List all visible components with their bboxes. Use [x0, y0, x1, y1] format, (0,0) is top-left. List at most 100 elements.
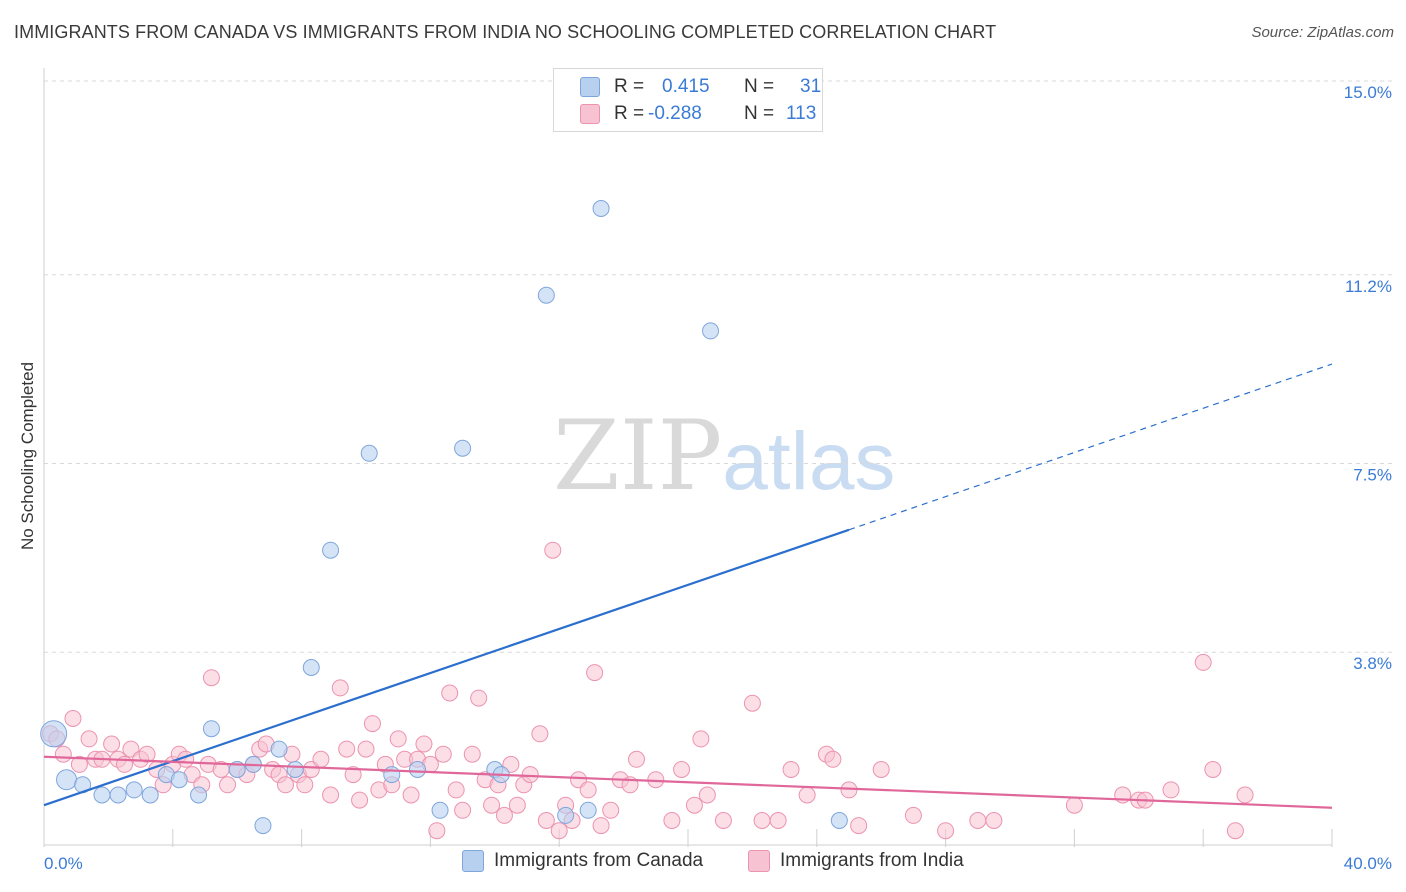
- watermark-zip: ZIP: [553, 400, 723, 512]
- india-trend-line: [43, 755, 1333, 809]
- canada-point: [56, 769, 78, 791]
- legend-r-value: -0.288: [648, 103, 702, 124]
- india-point: [495, 806, 513, 824]
- india-point: [969, 812, 987, 829]
- chart-title: IMMIGRANTS FROM CANADA VS IMMIGRANTS FRO…: [14, 22, 997, 42]
- canada-point: [830, 812, 848, 829]
- india-point: [850, 817, 868, 835]
- canada-point: [286, 761, 304, 778]
- india-point: [463, 745, 481, 763]
- india-point: [753, 812, 771, 829]
- correlation-legend: R = 0.415 N = 31 R = -0.288 N = 113: [553, 68, 823, 132]
- india-point: [64, 710, 82, 727]
- india-point: [1162, 781, 1180, 799]
- bottom-legend-canada-label: Immigrants from Canada: [494, 850, 704, 871]
- india-point: [579, 781, 597, 799]
- canada-point: [592, 200, 610, 217]
- india-point: [782, 761, 800, 778]
- canada-trend-extension: [848, 363, 1333, 531]
- india-swatch: [748, 850, 770, 872]
- canada-point: [170, 771, 188, 789]
- india-point: [769, 812, 787, 829]
- legend-r-label: R =: [614, 76, 645, 97]
- bottom-legend-india: Immigrants from India: [748, 850, 964, 872]
- india-point: [312, 750, 330, 768]
- india-point: [389, 730, 407, 748]
- india-point: [351, 791, 369, 809]
- india-point: [483, 796, 501, 814]
- india-point: [531, 725, 549, 743]
- bottom-legend-canada: Immigrants from Canada: [462, 850, 703, 872]
- india-point: [872, 761, 890, 778]
- india-point: [415, 735, 433, 753]
- india-point: [685, 796, 703, 814]
- india-point: [698, 786, 716, 804]
- canada-point: [40, 720, 68, 748]
- india-point: [470, 689, 488, 707]
- india-point: [743, 694, 761, 712]
- india-point: [537, 812, 555, 829]
- legend-row-canada: R = 0.415 N = 31: [580, 74, 821, 100]
- india-point: [824, 750, 842, 768]
- canada-point: [190, 786, 208, 804]
- canada-point: [409, 761, 427, 778]
- india-point: [70, 755, 88, 773]
- canada-point: [431, 801, 449, 819]
- india-point: [586, 664, 604, 682]
- legend-n-value: 113: [786, 103, 817, 124]
- legend-n-label: N =: [744, 76, 775, 97]
- canada-point: [302, 659, 320, 676]
- india-point: [550, 822, 568, 840]
- canada-point: [202, 720, 220, 738]
- canada-trend-line: [43, 528, 850, 807]
- canada-point: [702, 322, 720, 340]
- india-point: [692, 730, 710, 748]
- x-tick-label: 40.0%: [1344, 854, 1392, 873]
- india-point: [447, 781, 465, 799]
- canada-point: [270, 740, 288, 758]
- india-point: [798, 786, 816, 804]
- legend-n-value: 31: [800, 76, 822, 97]
- india-point: [454, 801, 472, 819]
- india-point: [544, 541, 562, 559]
- canada-point: [557, 806, 575, 824]
- canada-point: [579, 801, 597, 819]
- india-point: [296, 776, 314, 794]
- y-tick-label: 15.0%: [1344, 83, 1392, 102]
- india-point: [627, 750, 645, 768]
- legend-r-label: R =: [614, 103, 645, 124]
- india-point: [338, 740, 356, 758]
- india-point: [985, 812, 1003, 829]
- canada-point: [109, 786, 127, 804]
- india-point: [428, 822, 446, 840]
- bottom-legend-india-label: Immigrants from India: [780, 850, 964, 871]
- india-point: [441, 684, 459, 702]
- legend-row-india: R = -0.288 N = 113: [580, 101, 816, 127]
- india-point: [1194, 653, 1212, 671]
- india-point: [714, 812, 732, 829]
- india-point: [904, 806, 922, 824]
- canada-point: [454, 439, 472, 457]
- india-point: [402, 786, 420, 804]
- india-point: [277, 776, 294, 794]
- canada-point: [93, 786, 111, 804]
- canada-point: [125, 781, 143, 799]
- canada-swatch: [462, 850, 484, 872]
- india-point: [434, 745, 452, 763]
- india-point: [80, 730, 98, 748]
- canada-point: [141, 786, 159, 804]
- india-point: [663, 812, 681, 829]
- canada-point: [383, 766, 401, 784]
- y-tick-label: 11.2%: [1345, 277, 1392, 296]
- x-tick-label: 0.0%: [44, 854, 83, 873]
- india-point: [202, 669, 220, 687]
- canada-point: [322, 541, 340, 559]
- india-point: [1204, 761, 1222, 778]
- canada-point: [360, 444, 378, 462]
- legend-n-label: N =: [744, 103, 775, 124]
- india-point: [508, 796, 526, 814]
- y-axis-label: No Schooling Completed: [18, 361, 37, 551]
- india-point: [1065, 796, 1083, 814]
- india-point: [521, 766, 539, 784]
